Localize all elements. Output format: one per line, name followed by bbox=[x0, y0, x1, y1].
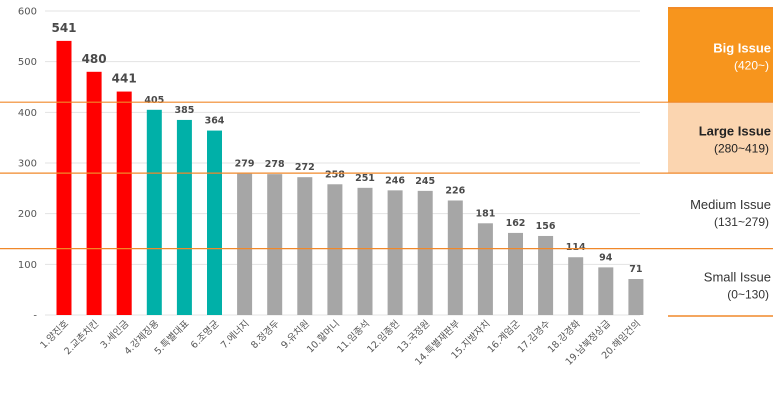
bar bbox=[327, 184, 343, 315]
bar bbox=[598, 267, 614, 315]
issue-band bbox=[668, 102, 773, 174]
bar-value-label: 246 bbox=[385, 175, 405, 186]
bar-value-label: 226 bbox=[445, 185, 465, 196]
gridlines bbox=[45, 10, 640, 316]
bar-value-label: 385 bbox=[174, 105, 194, 116]
bar-value-label: 156 bbox=[536, 221, 556, 232]
y-tick-label: 100 bbox=[18, 260, 37, 271]
bar bbox=[508, 232, 523, 315]
bar bbox=[447, 200, 463, 315]
bars bbox=[56, 40, 644, 315]
band-title: Big Issue bbox=[713, 41, 771, 56]
issue-band bbox=[668, 248, 773, 318]
bar-value-label: 181 bbox=[475, 208, 495, 219]
bar bbox=[297, 177, 313, 315]
bar-value-label: 245 bbox=[415, 176, 435, 187]
bar bbox=[267, 174, 283, 315]
bar bbox=[387, 190, 403, 315]
band-range: (131~279) bbox=[714, 215, 769, 229]
y-tick-label: 600 bbox=[18, 7, 37, 18]
bar-value-label: 364 bbox=[205, 116, 225, 127]
y-tick-label: - bbox=[33, 311, 37, 322]
bar bbox=[477, 223, 493, 315]
bar-value-label: 279 bbox=[235, 159, 255, 170]
bar bbox=[538, 235, 554, 315]
y-tick-label: 300 bbox=[18, 159, 37, 170]
bar-value-label: 251 bbox=[355, 173, 375, 184]
bar bbox=[417, 190, 433, 315]
issue-band bbox=[668, 7, 773, 103]
bar-value-label: 258 bbox=[325, 169, 345, 180]
bar bbox=[357, 187, 373, 315]
bar-value-label: 541 bbox=[51, 21, 76, 35]
bar bbox=[628, 279, 644, 315]
bar-value-label: 480 bbox=[82, 52, 107, 66]
bar bbox=[568, 257, 584, 315]
band-title: Medium Issue bbox=[690, 197, 771, 212]
bar bbox=[116, 91, 132, 315]
band-title: Small Issue bbox=[704, 269, 771, 284]
band-range: (280~419) bbox=[714, 142, 769, 156]
y-axis: - 100 200 300 400 500 600 bbox=[18, 7, 37, 322]
bar-value-label: 405 bbox=[144, 95, 164, 106]
band-title: Large Issue bbox=[699, 124, 771, 139]
threshold-lines bbox=[0, 101, 773, 250]
y-tick-label: 400 bbox=[18, 108, 37, 119]
band-range: (420~) bbox=[734, 59, 769, 73]
issue-band bbox=[668, 173, 773, 249]
bar-value-label: 272 bbox=[295, 162, 315, 173]
bar-value-label: 114 bbox=[566, 242, 586, 253]
x-tick-label: 6.조명균 bbox=[189, 318, 222, 351]
bar bbox=[237, 173, 253, 315]
bar bbox=[176, 119, 192, 315]
band-range: (0~130) bbox=[727, 287, 769, 301]
bar-value-label: 441 bbox=[112, 72, 137, 86]
bar bbox=[86, 71, 102, 315]
x-axis: 1.양진호2.교촌치킨3.세인금4.강제징용5.특별대표6.조명균7.에너지8.… bbox=[38, 317, 643, 367]
y-tick-label: 500 bbox=[18, 57, 37, 68]
bar-value-label: 278 bbox=[265, 159, 285, 170]
issue-bands: Big Issue (420~) Large Issue (280~419) Mediu… bbox=[668, 7, 773, 318]
x-tick-label: 8.정경두 bbox=[248, 317, 282, 351]
bar-value-label: 94 bbox=[599, 252, 613, 263]
bar-value-label: 162 bbox=[506, 218, 526, 229]
bar bbox=[146, 109, 162, 315]
bar bbox=[207, 130, 222, 315]
y-tick-label: 200 bbox=[18, 209, 37, 220]
x-tick-label: 7.에너지 bbox=[219, 318, 252, 351]
value-labels: 541 480 441 405 385 364 279 278 272 258 251 246 245 2… bbox=[51, 21, 642, 275]
bar-value-label: 71 bbox=[629, 264, 642, 275]
bar bbox=[56, 40, 72, 315]
